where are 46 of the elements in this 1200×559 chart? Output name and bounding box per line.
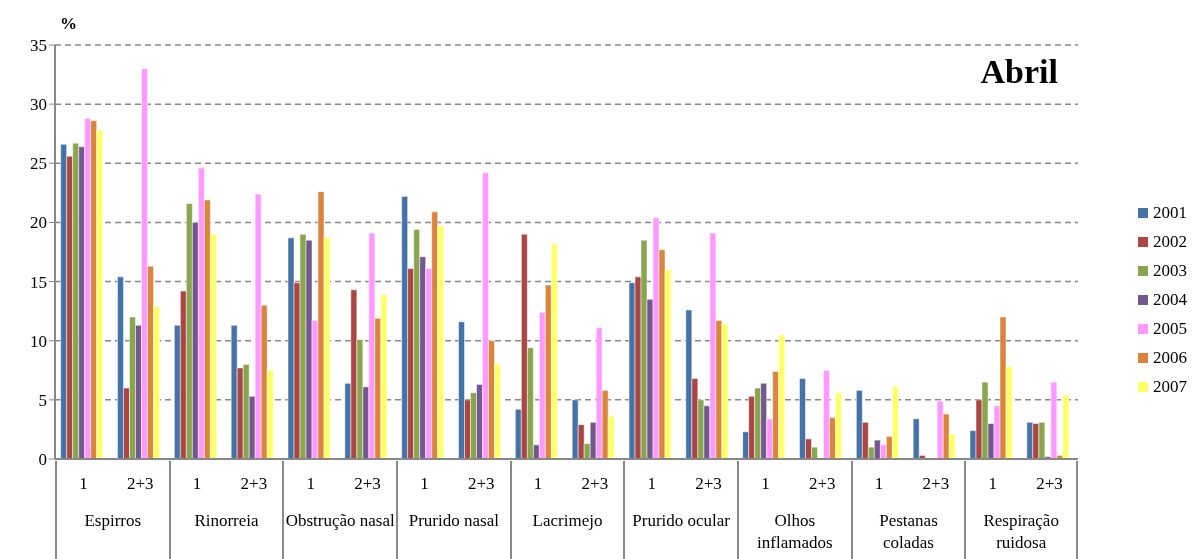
legend-label: 2001 [1152, 201, 1187, 224]
y-tick-label: 30 [30, 95, 47, 115]
x-tick-label: 2+3 [695, 474, 722, 494]
x-tick-label: 2+3 [581, 474, 609, 494]
legend-label: 2005 [1152, 317, 1187, 340]
y-tick-label: 0 [38, 450, 47, 470]
legend-label: 2004 [1152, 288, 1187, 311]
text: Olhos inflamados [756, 510, 834, 554]
y-axis-title: % [60, 14, 77, 34]
x-tick-label: 1 [533, 474, 543, 494]
legend-label: 2002 [1152, 230, 1187, 253]
x-tick-label: 1 [79, 474, 88, 494]
y-tick-label: 20 [30, 213, 47, 233]
x-tick-label: 1 [306, 474, 315, 494]
text: Prurido nasal [407, 510, 500, 532]
legend-label: 2007 [1152, 375, 1187, 398]
x-tick-label: 2+3 [467, 474, 495, 494]
x-tick-label: 2+3 [354, 474, 381, 494]
text: Respiração ruidosa [982, 510, 1060, 554]
text: Rinorreia [193, 510, 260, 532]
text: Obstrução nasal [284, 510, 396, 532]
x-tick-label: 1 [420, 474, 429, 494]
x-tick-label: 1 [988, 474, 997, 494]
x-tick-label: 2+3 [240, 474, 268, 494]
bar [1026, 422, 1034, 459]
legend-label: 2006 [1152, 346, 1187, 369]
legend-label: 2003 [1152, 259, 1187, 282]
x-tick-label: 1 [874, 474, 884, 494]
text: Prurido ocular [631, 510, 731, 532]
y-tick-label: 35 [30, 36, 47, 56]
y-tick-label: 15 [30, 272, 47, 292]
chart-title: Abril [980, 53, 1058, 91]
bar [287, 237, 295, 459]
x-tick-label: 1 [761, 474, 770, 494]
y-tick-label: 10 [30, 331, 47, 351]
y-tick-label: 5 [38, 390, 47, 410]
x-tick-label: 2+3 [1036, 474, 1063, 494]
x-tick-label: 2+3 [922, 474, 950, 494]
x-tick-label: 1 [192, 474, 202, 494]
x-tick-label: 1 [647, 474, 656, 494]
text: Lacrimejo [531, 510, 604, 532]
x-tick-label: 2+3 [126, 474, 154, 494]
text: Pestanas coladas [878, 510, 939, 554]
text: Espirros [83, 510, 143, 532]
x-tick-label: 2+3 [808, 474, 836, 494]
y-tick-label: 25 [30, 154, 47, 174]
